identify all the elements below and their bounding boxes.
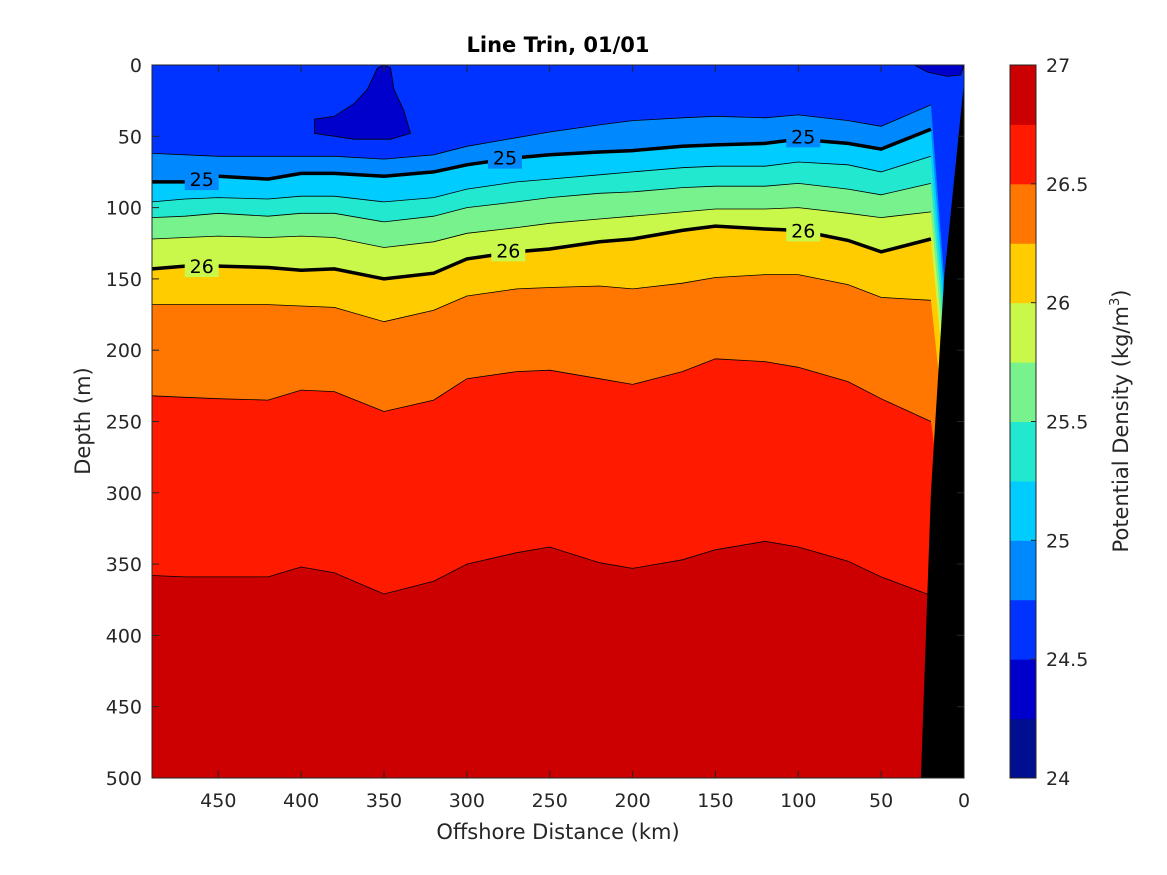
contour-line: [152, 182, 931, 223]
density-band: [152, 541, 964, 778]
y-tick-label: 100: [106, 198, 142, 220]
contour-line: [152, 540, 932, 596]
y-axis-label: Depth (m): [71, 367, 95, 474]
contour-line: [152, 274, 931, 323]
plot-area: 25 25 25 26 26 26: [152, 65, 964, 778]
contour-label: 26: [190, 256, 214, 278]
colorbar-swatch: [1010, 659, 1036, 720]
y-tick-label: 250: [106, 412, 142, 434]
y-tick-label: 350: [106, 554, 142, 576]
contour-label-bg: [491, 239, 526, 262]
contour-fills: [152, 65, 964, 778]
colorbar-swatch: [1010, 183, 1036, 244]
colorbar-tick-label: 27: [1046, 55, 1070, 77]
colorbar-label-suffix: ): [1109, 290, 1133, 298]
colorbar-swatch: [1010, 243, 1036, 304]
y-tick-label: 300: [106, 483, 142, 505]
seafloor-mask: [920, 82, 964, 778]
chart-title: Line Trin, 01/01: [466, 33, 649, 57]
contour-label-bg: [487, 146, 522, 169]
colorbar: [1010, 65, 1036, 779]
contour-label: 25: [791, 126, 815, 148]
contour-label-bg: [184, 255, 219, 278]
x-axis-label: Offshore Distance (km): [436, 820, 679, 844]
colorbar-swatch: [1010, 480, 1036, 541]
light-water-pocket: [914, 65, 964, 77]
contour-line: [152, 207, 931, 248]
colorbar-ticks: 24 24.5 25 25.5 26 26.5 27: [1031, 55, 1088, 790]
y-tick-label: 500: [106, 768, 142, 790]
y-axis-ticks: 0 50 100 150 200 250 300 350 400 450 500: [106, 55, 964, 790]
x-tick-label: 400: [283, 790, 319, 812]
y-tick-label: 400: [106, 625, 142, 647]
x-tick-label: 150: [697, 790, 733, 812]
x-tick-label: 250: [532, 790, 568, 812]
colorbar-label-superscript: 3: [1108, 298, 1123, 306]
colorbar-tick-label: 25: [1046, 530, 1070, 552]
y-tick-label: 450: [106, 697, 142, 719]
colorbar-tick-label: 26.5: [1046, 174, 1088, 196]
colorbar-swatch: [1010, 599, 1036, 660]
contour-label-bg: [184, 168, 219, 191]
x-tick-label: 100: [780, 790, 816, 812]
contour-label: 26: [496, 240, 520, 262]
colorbar-swatch: [1010, 362, 1036, 422]
y-tick-label: 50: [118, 126, 142, 148]
y-tick-label: 0: [130, 55, 142, 77]
colorbar-swatch: [1010, 124, 1036, 185]
colorbar-swatch: [1010, 540, 1036, 601]
contour-label-bg: [786, 125, 821, 148]
contour-line: [152, 104, 932, 160]
light-water-pocket: [314, 65, 411, 140]
contour-labels: 25 25 25 26 26 26: [184, 125, 821, 278]
x-tick-label: 300: [449, 790, 485, 812]
x-tick-label: 50: [869, 790, 893, 812]
colorbar-label: Potential Density (kg/m3): [1108, 290, 1133, 553]
colorbar-tick-label: 24.5: [1046, 649, 1088, 671]
contour-line: [152, 358, 932, 422]
contour-label: 25: [493, 148, 517, 170]
colorbar-tick-label: 24: [1046, 768, 1070, 790]
colorbar-label-main: Potential Density (kg/m: [1109, 306, 1133, 552]
y-tick-label: 150: [106, 269, 142, 291]
x-tick-label: 0: [958, 790, 970, 812]
colorbar-swatch: [1010, 302, 1036, 363]
colorbar-swatch: [1010, 421, 1036, 482]
contour-label-bg: [786, 219, 821, 242]
colorbar-swatch: [1010, 65, 1036, 125]
contour-label: 26: [791, 220, 815, 242]
y-tick-label: 200: [106, 340, 142, 362]
contour-line: [152, 155, 932, 203]
x-tick-label: 450: [200, 790, 236, 812]
x-tick-label: 200: [614, 790, 650, 812]
colorbar-tick-label: 26: [1046, 293, 1070, 315]
seafloor: [920, 82, 964, 778]
x-axis-ticks: 450 400 350 300 250 200 150 100 50 0: [200, 65, 970, 812]
colorbar-swatch: [1010, 718, 1036, 779]
colorbar-tick-label: 25.5: [1046, 412, 1088, 434]
contour-label: 25: [190, 169, 214, 191]
x-tick-label: 350: [366, 790, 402, 812]
